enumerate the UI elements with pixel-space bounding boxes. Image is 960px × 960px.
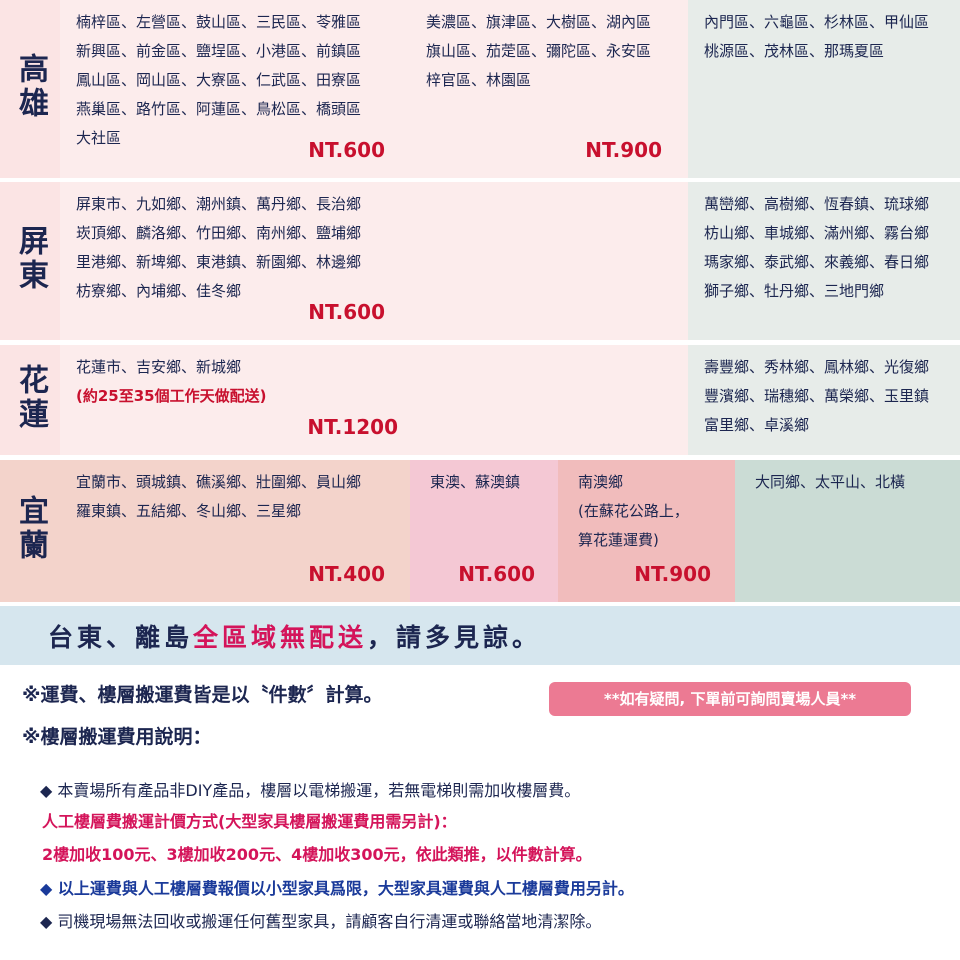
area-text: 瑪家鄉、泰武鄉、來義鄉、春日鄉 [704, 253, 930, 271]
region-label-bg [0, 182, 60, 340]
banner-bg [0, 606, 960, 665]
area-text: 楠梓區、左營區、鼓山區、三民區、苓雅區 [76, 13, 362, 31]
note: ※運費、樓層搬運費皆是以〝件數〞計算。 [22, 684, 383, 706]
cell-bg [410, 182, 688, 340]
price: NT.900 [585, 138, 662, 162]
area-text: 算花蓮運費) [578, 531, 659, 549]
cell-bg [688, 182, 960, 340]
area-text: 富里鄉、卓溪鄉 [704, 416, 810, 434]
area-text: 枋山鄉、車城鄉、滿州鄉、霧台鄉 [704, 224, 930, 242]
banner-text: 全區域無配送 [193, 623, 368, 652]
bullet: 2樓加收100元、3樓加收200元、4樓加收300元，依此類推，以件數計算。 [42, 845, 592, 864]
area-text: 里港鄉、新埤鄉、東港鎮、新園鄉、林邊鄉 [76, 253, 362, 271]
cell-bg [60, 0, 410, 178]
area-text: 枋寮鄉、內埔鄉、佳冬鄉 [76, 282, 242, 300]
cell-bg [60, 182, 410, 340]
area-text: 旗山區、茄萣區、彌陀區、永安區 [426, 42, 652, 60]
area-text: 燕巢區、路竹區、阿蓮區、鳥松區、橋頭區 [76, 100, 362, 118]
bullet: ◆ 以上運費與人工樓層費報價以小型家具爲限，大型家具運費與人工樓層費用另計。 [40, 879, 634, 898]
note: ※樓層搬運費用說明： [22, 726, 212, 748]
notice-badge: **如有疑問, 下單前可詢問賣場人員** [549, 682, 911, 716]
cell-bg [410, 345, 688, 455]
banner-text: ，請多見諒。 [367, 623, 542, 652]
region-label: 高雄 [13, 53, 48, 121]
area-text: 東澳、蘇澳鎮 [430, 473, 521, 491]
area-text: 豐濱鄉、瑞穗鄉、萬榮鄉、玉里鎮 [704, 387, 930, 405]
area-text: 梓官區、林園區 [426, 71, 532, 89]
price: NT.1200 [307, 415, 398, 439]
bullet: ◆ 本賣場所有產品非DIY產品，樓層以電梯搬運，若無電梯則需加收樓層費。 [40, 781, 581, 800]
banner-text: 台東、離島 [48, 623, 194, 652]
area-text: 壽豐鄉、秀林鄉、鳳林鄉、光復鄉 [704, 358, 930, 376]
region-label: 屏東 [13, 225, 48, 293]
cell-bg [60, 345, 410, 455]
area-text: (在蘇花公路上， [578, 502, 689, 520]
area-text: 鳳山區、岡山區、大寮區、仁武區、田寮區 [76, 71, 362, 89]
area-text: 大社區 [76, 129, 122, 147]
area-text: 桃源區、茂林區、那瑪夏區 [704, 42, 885, 60]
area-text: 宜蘭市、頭城鎮、礁溪鄉、壯圍鄉、員山鄉 [76, 473, 362, 491]
region-label-bg [0, 345, 60, 455]
area-text: 羅東鎮、五結鄉、冬山鄉、三星鄉 [76, 502, 302, 520]
price: NT.600 [458, 562, 535, 586]
area-text: 屏東市、九如鄉、潮州鎮、萬丹鄉、長治鄉 [76, 195, 362, 213]
cell-bg [688, 0, 960, 178]
price: NT.600 [308, 138, 385, 162]
cell-bg [558, 460, 735, 602]
region-label: 花蓮 [13, 364, 48, 432]
cell-bg [60, 460, 410, 602]
area-note: (約25至35個工作天做配送) [76, 387, 267, 405]
bullet: ◆ 司機現場無法回收或搬運任何舊型家具，請顧客自行清運或聯絡當地清潔除。 [40, 912, 602, 931]
area-text: 大同鄉、太平山、北橫 [755, 473, 906, 491]
cell-bg [688, 345, 960, 455]
area-text: 花蓮市、吉安鄉、新城鄉 [76, 358, 242, 376]
area-text: 萬巒鄉、高樹鄉、恆春鎮、琉球鄉 [704, 195, 930, 213]
cell-bg [735, 460, 960, 602]
region-label: 宜蘭 [13, 495, 48, 563]
cell-bg [410, 460, 558, 602]
price: NT.600 [308, 300, 385, 324]
area-text: 新興區、前金區、鹽埕區、小港區、前鎮區 [76, 42, 362, 60]
area-text: 南澳鄉 [578, 473, 624, 491]
area-text: 崁頂鄉、麟洛鄉、竹田鄉、南州鄉、鹽埔鄉 [76, 224, 362, 242]
banner: 台東、離島全區域無配送，請多見諒。 [48, 618, 541, 654]
price: NT.400 [308, 562, 385, 586]
region-label-bg [0, 0, 60, 178]
cell-bg [410, 0, 688, 178]
area-text: 獅子鄉、牡丹鄉、三地門鄉 [704, 282, 885, 300]
price: NT.900 [634, 562, 711, 586]
bullet: 人工樓層費搬運計價方式(大型家具樓層搬運費用需另計)： [42, 812, 457, 831]
region-label-bg [0, 460, 60, 602]
area-text: 美濃區、旗津區、大樹區、湖內區 [426, 13, 652, 31]
area-text: 內門區、六龜區、杉林區、甲仙區 [704, 13, 930, 31]
